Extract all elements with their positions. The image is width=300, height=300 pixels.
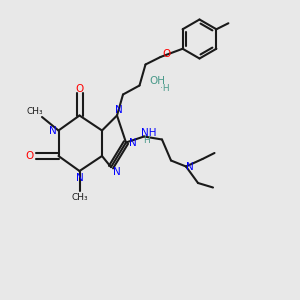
Text: O: O [26,151,34,161]
Text: N: N [49,125,57,136]
Text: CH₃: CH₃ [26,107,43,116]
Text: O: O [162,49,171,59]
Text: NH: NH [141,128,156,139]
Text: H: H [143,136,150,145]
Text: N: N [76,172,83,183]
Text: N: N [129,137,136,148]
Text: N: N [112,167,120,177]
Text: N: N [115,105,122,115]
Text: CH₃: CH₃ [71,193,88,202]
Text: O: O [75,83,84,94]
Text: N: N [186,161,194,172]
Text: OH: OH [149,76,166,86]
Text: ·H: ·H [160,84,170,93]
